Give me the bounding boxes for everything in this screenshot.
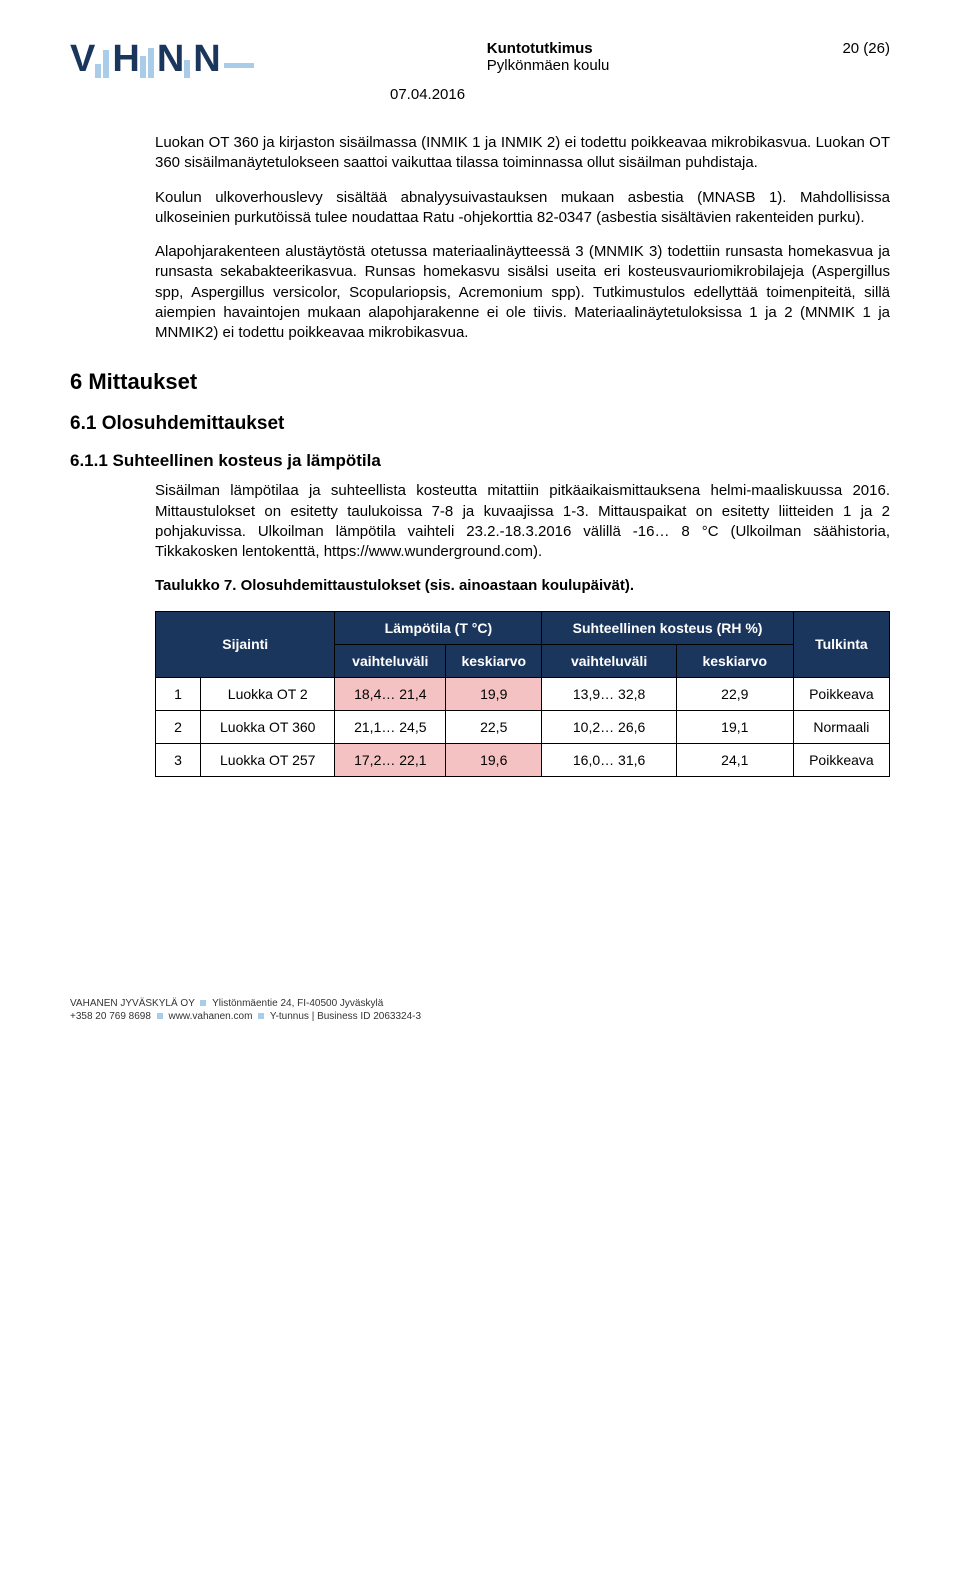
header-row: V H N N Kuntotutkimus Pylkönmäen koulu 2… [70,40,890,78]
heading-6: 6 Mittaukset [70,369,890,395]
paragraph: Alapohjarakenteen alustäytöstä otetussa … [155,242,890,343]
th-interp: Tulkinta [793,611,889,677]
footer: VAHANEN JYVÄSKYLÄ OY Ylistönmäentie 24, … [70,997,890,1023]
table-7: Sijainti Lämpötila (T °C) Suhteellinen k… [155,611,890,777]
cell-interp: Poikkeava [793,677,889,710]
doc-subtitle: Pylkönmäen koulu [487,57,610,74]
th-rh: Suhteellinen kosteus (RH %) [542,611,793,644]
cell-loc: Luokka OT 257 [201,743,335,776]
footer-address: Ylistönmäentie 24, FI-40500 Jyväskylä [212,998,383,1009]
cell-t-mean: 19,6 [446,743,542,776]
doc-meta: Kuntotutkimus Pylkönmäen koulu [487,40,610,74]
footer-bizid: Y-tunnus | Business ID 2063324-3 [270,1011,421,1022]
footer-url: www.vahanen.com [168,1011,252,1022]
cell-n: 3 [156,743,201,776]
cell-interp: Normaali [793,710,889,743]
th-range: vaihteluväli [542,644,676,677]
cell-rh-range: 13,9… 32,8 [542,677,676,710]
heading-6-1: 6.1 Olosuhdemittaukset [70,413,890,435]
table-row: 3 Luokka OT 257 17,2… 22,1 19,6 16,0… 31… [156,743,890,776]
page-number: 20 (26) [842,40,890,57]
square-icon [258,1013,264,1019]
cell-loc: Luokka OT 360 [201,710,335,743]
section-6-1-1-text: Sisäilman lämpötilaa ja suhteellista kos… [155,481,890,596]
cell-loc: Luokka OT 2 [201,677,335,710]
th-sijainti: Sijainti [156,611,335,677]
cell-n: 1 [156,677,201,710]
paragraph: Luokan OT 360 ja kirjaston sisäilmassa (… [155,133,890,174]
footer-company: VAHANEN JYVÄSKYLÄ OY [70,998,195,1009]
cell-t-range: 18,4… 21,4 [335,677,446,710]
cell-t-range: 21,1… 24,5 [335,710,446,743]
th-temp: Lämpötila (T °C) [335,611,542,644]
cell-rh-mean: 24,1 [676,743,793,776]
doc-title: Kuntotutkimus [487,40,610,57]
table7-wrapper: Sijainti Lämpötila (T °C) Suhteellinen k… [155,611,890,777]
heading-6-1-1: 6.1.1 Suhteellinen kosteus ja lämpötila [70,451,890,471]
table-row: 2 Luokka OT 360 21,1… 24,5 22,5 10,2… 26… [156,710,890,743]
square-icon [200,1000,206,1006]
table-head: Sijainti Lämpötila (T °C) Suhteellinen k… [156,611,890,677]
cell-t-mean: 22,5 [446,710,542,743]
table-row: 1 Luokka OT 2 18,4… 21,4 19,9 13,9… 32,8… [156,677,890,710]
paragraph: Koulun ulkoverhouslevy sisältää abnalyys… [155,188,890,229]
cell-t-range: 17,2… 22,1 [335,743,446,776]
logo: V H N N [70,40,254,78]
cell-rh-range: 16,0… 31,6 [542,743,676,776]
body-paragraphs: Luokan OT 360 ja kirjaston sisäilmassa (… [155,133,890,343]
square-icon [157,1013,163,1019]
th-mean: keskiarvo [676,644,793,677]
logo-text: V H N N [70,40,254,78]
cell-n: 2 [156,710,201,743]
th-mean: keskiarvo [446,644,542,677]
th-range: vaihteluväli [335,644,446,677]
cell-rh-range: 10,2… 26,6 [542,710,676,743]
cell-interp: Poikkeava [793,743,889,776]
footer-phone: +358 20 769 8698 [70,1011,151,1022]
doc-date: 07.04.2016 [390,86,890,103]
table-caption: Taulukko 7. Olosuhdemittaustulokset (sis… [155,576,890,596]
cell-rh-mean: 22,9 [676,677,793,710]
cell-t-mean: 19,9 [446,677,542,710]
page-container: V H N N Kuntotutkimus Pylkönmäen koulu 2… [0,0,960,1063]
table-body: 1 Luokka OT 2 18,4… 21,4 19,9 13,9… 32,8… [156,677,890,776]
cell-rh-mean: 19,1 [676,710,793,743]
paragraph: Sisäilman lämpötilaa ja suhteellista kos… [155,481,890,562]
